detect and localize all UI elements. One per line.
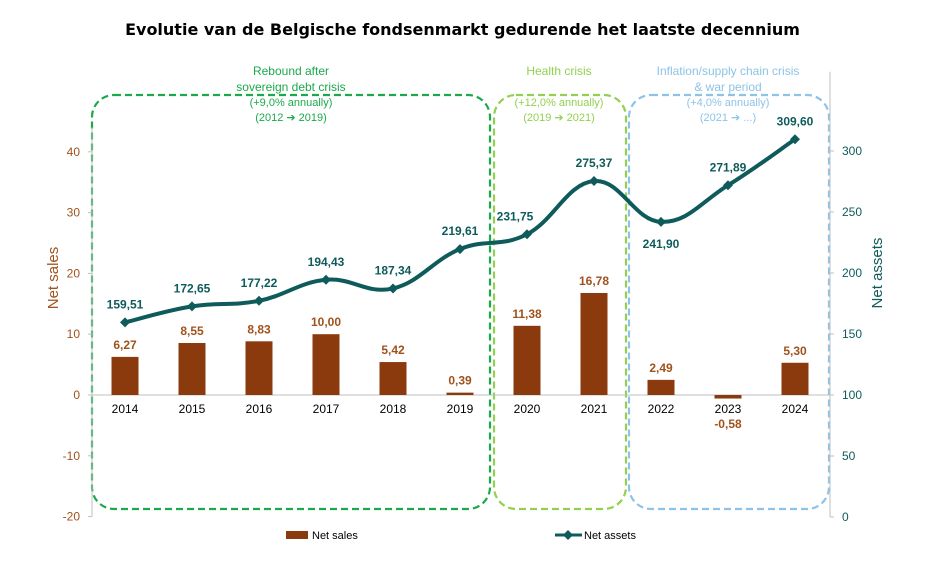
line-point [723,180,733,191]
line-point [790,134,800,145]
line-data-label: 177,22 [241,276,278,290]
x-tick-label: 2019 [447,402,474,416]
x-tick-label: 2016 [246,402,273,416]
right-tick-label: 0 [842,510,849,524]
x-tick-label: 2014 [112,402,139,416]
net-assets-line [124,137,797,325]
legend-bar-label: Net sales [312,530,358,542]
line-data-label: 275,37 [576,156,613,170]
bar [714,395,742,399]
line-point [388,283,398,294]
line-point [656,216,666,227]
x-tick-label: 2020 [514,402,541,416]
left-axis-title: Net sales [45,247,62,310]
bar-data-label: 6,27 [113,338,137,352]
chart-title: Evolutie van de Belgische fondsenmarkt g… [125,20,800,39]
line-point [522,229,532,240]
left-tick-label: 40 [67,145,81,159]
line-data-label: 172,65 [174,281,211,295]
region-caption: (2021 ➔ ...) [700,112,756,124]
bar-series: 6,27 8,55 8,83 10,00 5,42 0,39 11,38 16,78 2,49 -… [111,274,809,431]
x-tick-label: 2022 [648,402,675,416]
bar [379,362,407,395]
bar [111,356,139,395]
left-tick-label: 10 [67,327,81,341]
line-data-label: 159,51 [107,297,144,311]
region-caption: Health crisis [526,64,591,78]
bar-data-label: 5,42 [381,343,405,357]
line-data-label: 309,60 [777,114,814,128]
x-tick-label: 2024 [782,402,809,416]
x-tick-label: 2018 [380,402,407,416]
region-box [627,93,831,511]
region-caption: (+12,0% annually) [515,97,604,109]
right-tick-label: 50 [842,449,856,463]
legend-line-marker [563,530,573,540]
bar-data-label: 5,30 [783,344,807,358]
bar [647,379,675,395]
bar-data-label: 11,38 [512,307,542,321]
bar [178,343,206,395]
line-series: 159,51 172,65 177,22 194,43 187,34 219,61 231,… [107,114,814,328]
bar [781,362,809,395]
region-caption: sovereign debt crisis [236,80,345,94]
line-data-label: 194,43 [308,255,345,269]
region-box [492,93,628,511]
line-data-label: 187,34 [375,263,412,277]
bar [245,341,273,395]
right-tick-label: 250 [842,205,862,219]
right-tick-label: 300 [842,144,862,158]
x-tick-label: 2015 [179,402,206,416]
right-tick-label: 150 [842,327,862,341]
region-caption: (2012 ➔ 2019) [255,112,327,124]
legend-bar-swatch [286,531,308,539]
line-point [321,274,331,285]
left-tick-label: 20 [67,266,81,280]
region-group: Rebound after sovereign debt crisis (+9,0%… [90,64,831,511]
bar [312,334,340,395]
bar [446,392,474,395]
region-caption: Rebound after [253,64,329,78]
x-tick-label: 2023 [715,402,742,416]
bar-data-label: -0,58 [714,417,742,431]
bar-data-label: 16,78 [579,274,609,288]
bar [580,292,608,395]
line-point [120,317,130,328]
left-tick-label: 0 [73,388,80,402]
region-caption: Inflation/supply chain crisis [657,64,800,78]
region-caption: & war period [694,80,761,94]
line-data-label: 231,75 [497,209,534,223]
right-tick-label: 100 [842,388,862,402]
legend-line-label: Net assets [584,530,636,542]
bar [513,325,541,395]
region-caption: (+4,0% annually) [687,97,770,109]
line-point [254,295,264,306]
line-point [455,244,465,255]
bar-data-label: 10,00 [311,315,341,329]
right-tick-label: 200 [842,266,862,280]
line-data-label: 271,89 [710,160,747,174]
line-data-label: 241,90 [643,237,680,251]
bar-data-label: 8,83 [247,322,271,336]
line-point [589,176,599,187]
left-tick-label: -20 [63,510,81,524]
x-tick-label: 2021 [581,402,608,416]
right-axis-title: Net assets [869,238,886,309]
bar-data-label: 0,39 [448,374,472,388]
region-caption: (+9,0% annually) [250,97,333,109]
left-tick-label: 30 [67,206,81,220]
axes-group: -20 -10 0 10 20 30 40 0 50 100 150 200 250 300 Net sal… [45,71,886,524]
x-tick-label: 2017 [313,402,340,416]
bar-data-label: 2,49 [649,361,673,375]
region-caption: (2019 ➔ 2021) [523,112,595,124]
legend: Net sales Net assets [286,530,636,542]
left-tick-label: -10 [63,449,81,463]
line-data-label: 219,61 [442,224,479,238]
bar-data-label: 8,55 [180,324,204,338]
region-box [90,93,492,511]
line-point [187,301,197,312]
